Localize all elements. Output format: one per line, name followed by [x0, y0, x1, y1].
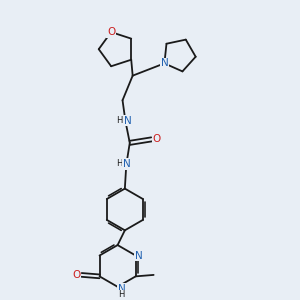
Text: O: O: [72, 270, 80, 280]
Text: N: N: [135, 250, 143, 260]
Text: O: O: [107, 27, 115, 37]
Text: H: H: [116, 116, 122, 125]
Text: O: O: [153, 134, 161, 144]
Text: H: H: [116, 160, 122, 169]
Text: N: N: [160, 58, 168, 68]
Text: N: N: [124, 116, 132, 125]
Text: N: N: [123, 159, 131, 169]
Text: H: H: [118, 290, 125, 299]
Text: N: N: [118, 284, 125, 294]
